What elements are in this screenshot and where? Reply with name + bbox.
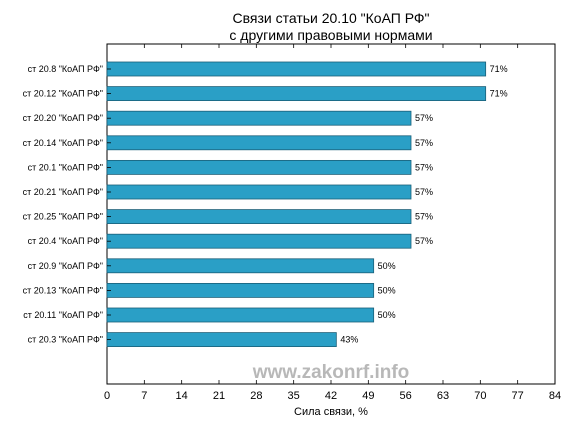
value-label: 43%: [340, 335, 358, 345]
category-label: ст 20.3 "КоАП РФ": [28, 335, 103, 345]
x-tick-label: 70: [474, 390, 486, 402]
category-label: ст 20.12 "КоАП РФ": [23, 89, 103, 99]
value-label: 57%: [415, 212, 433, 222]
category-label: ст 20.1 "КоАП РФ": [28, 162, 103, 172]
category-label: ст 20.13 "КоАП РФ": [23, 285, 103, 295]
bar: [106, 332, 337, 348]
x-tick-label: 63: [437, 390, 449, 402]
bar: [106, 282, 375, 298]
category-label: ст 20.8 "КоАП РФ": [28, 64, 103, 74]
watermark: www.zakonrf.info: [252, 362, 410, 383]
x-tick-label: 35: [288, 390, 300, 402]
bar: [106, 209, 412, 225]
category-label: ст 20.21 "КоАП РФ": [23, 187, 103, 197]
chart-title-line-1: Связи статьи 20.10 "КоАП РФ": [232, 10, 429, 26]
x-tick-label: 0: [104, 390, 110, 402]
bar: [106, 110, 412, 126]
bar: [106, 184, 412, 200]
bars-group: ст 20.8 "КоАП РФ" 71% ст 20.12 "КоАП РФ" 71…: [23, 61, 508, 348]
value-label: 57%: [415, 113, 433, 123]
bar: [106, 307, 375, 323]
x-tick-label: 14: [176, 390, 188, 402]
category-label: ст 20.11 "КоАП РФ": [23, 310, 103, 320]
value-label: 50%: [378, 285, 396, 295]
x-axis-title: Сила связи, %: [294, 406, 368, 418]
category-label: ст 20.14 "КоАП РФ": [23, 138, 103, 148]
x-tick-label: 42: [325, 390, 337, 402]
x-axis-ticks: 0 7 14 21 28 35 42 49 56 63 70 77 84: [104, 44, 561, 402]
value-label: 57%: [415, 187, 433, 197]
x-tick-label: 84: [549, 390, 561, 402]
x-tick-label: 7: [141, 390, 147, 402]
category-label: ст 20.25 "КоАП РФ": [23, 212, 103, 222]
value-label: 71%: [490, 89, 508, 99]
value-label: 71%: [490, 64, 508, 74]
x-tick-label: 56: [400, 390, 412, 402]
bar: [106, 135, 412, 151]
bar: [106, 159, 412, 175]
x-tick-label: 28: [250, 390, 262, 402]
chart-title-line-2: с другими правовыми нормами: [229, 27, 432, 43]
x-tick-label: 21: [213, 390, 225, 402]
bar: [106, 61, 487, 77]
value-label: 57%: [415, 162, 433, 172]
value-label: 57%: [415, 138, 433, 148]
category-label: ст 20.9 "КоАП РФ": [28, 261, 103, 271]
bar: [106, 233, 412, 249]
value-label: 50%: [378, 261, 396, 271]
value-label: 57%: [415, 236, 433, 246]
bar: [106, 86, 487, 101]
category-label: ст 20.20 "КоАП РФ": [23, 113, 103, 123]
x-tick-label: 77: [512, 390, 524, 402]
value-label: 50%: [378, 310, 396, 320]
bar: [106, 258, 375, 274]
category-label: ст 20.4 "КоАП РФ": [28, 236, 103, 246]
x-tick-label: 49: [362, 390, 374, 402]
